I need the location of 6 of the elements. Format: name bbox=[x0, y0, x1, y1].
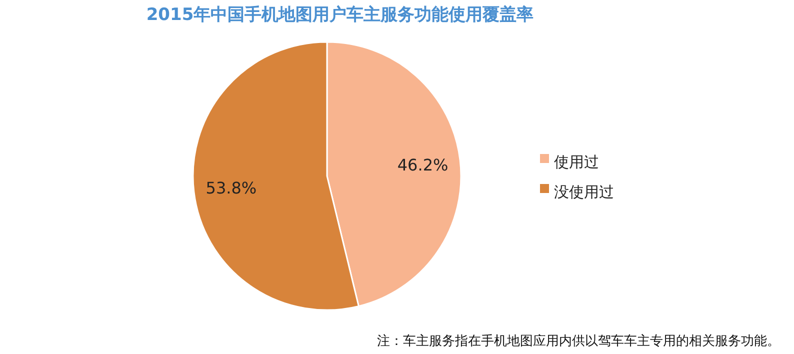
data-label: 46.2% bbox=[397, 156, 448, 175]
chart-title: 2015年中国手机地图用户车主服务功能使用覆盖率 bbox=[146, 4, 534, 25]
legend-label: 使用过 bbox=[554, 153, 599, 172]
legend-label: 没使用过 bbox=[554, 183, 614, 202]
text: 注：车主服务指在手机地图应用内供以驾车车主专用的相关服务功能。 bbox=[377, 333, 780, 349]
data-label: 53.8% bbox=[206, 178, 257, 198]
